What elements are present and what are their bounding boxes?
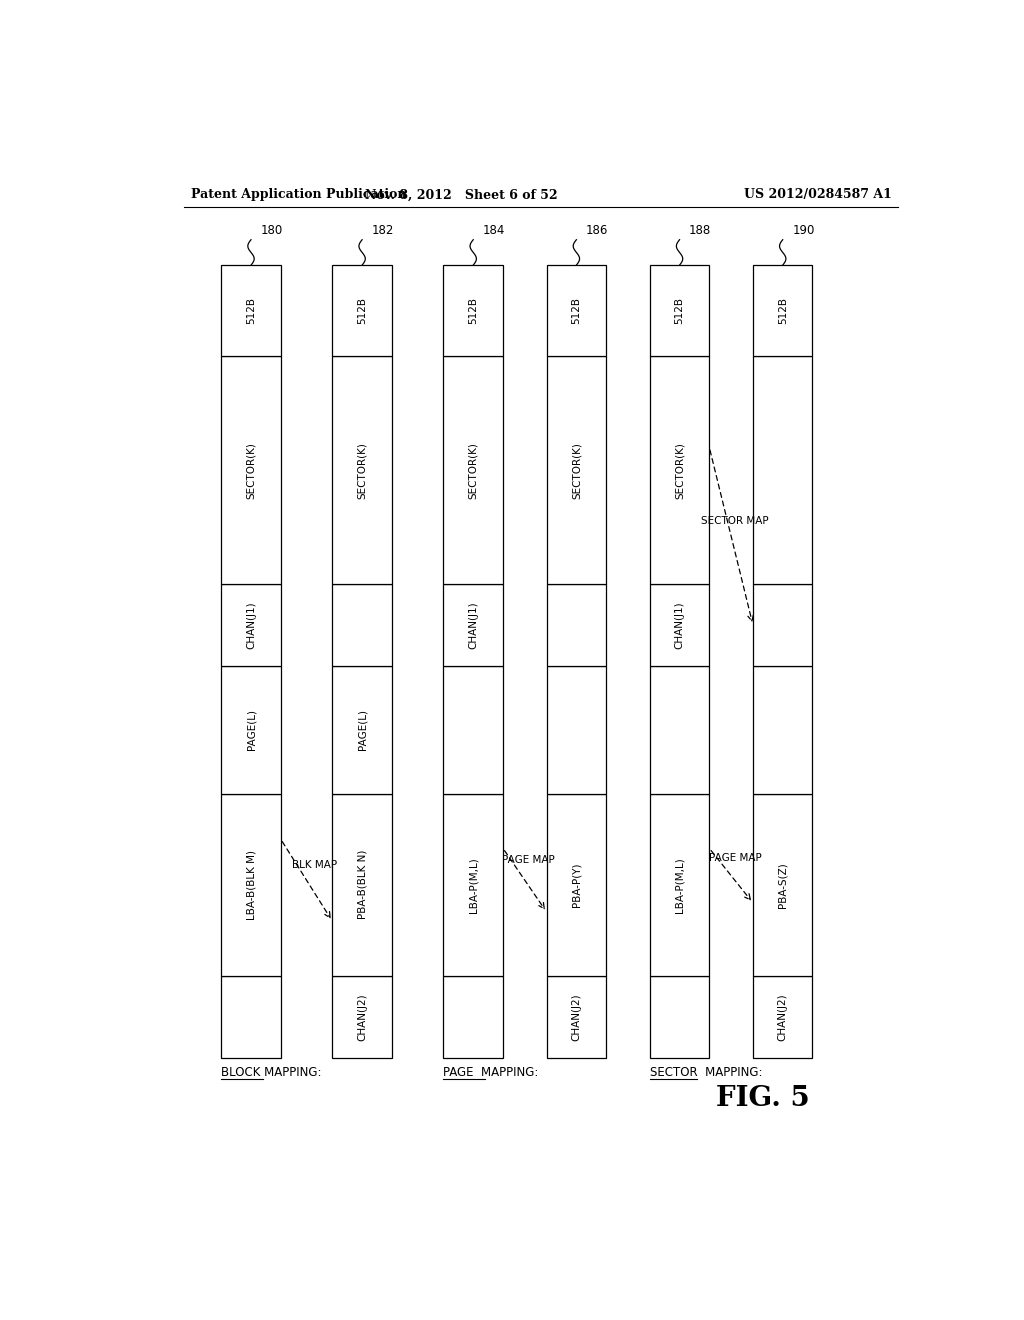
Text: SECTOR(K): SECTOR(K) bbox=[468, 442, 478, 499]
Text: PAGE  MAPPING:: PAGE MAPPING: bbox=[443, 1067, 539, 1078]
Bar bbox=[547, 793, 606, 975]
Bar bbox=[547, 356, 606, 583]
Text: Patent Application Publication: Patent Application Publication bbox=[191, 189, 407, 202]
Bar bbox=[333, 975, 392, 1057]
Text: 512B: 512B bbox=[571, 297, 582, 325]
Text: BLOCK MAPPING:: BLOCK MAPPING: bbox=[221, 1067, 322, 1078]
Text: SECTOR MAP: SECTOR MAP bbox=[701, 516, 769, 527]
Text: 186: 186 bbox=[586, 223, 608, 236]
Text: CHAN(J2): CHAN(J2) bbox=[777, 993, 787, 1040]
Bar bbox=[333, 583, 392, 667]
Text: 182: 182 bbox=[372, 223, 394, 236]
Text: CHAN(J2): CHAN(J2) bbox=[571, 993, 582, 1040]
Bar bbox=[333, 793, 392, 975]
Bar bbox=[753, 356, 812, 583]
Text: 512B: 512B bbox=[468, 297, 478, 325]
Bar bbox=[650, 356, 710, 583]
Text: CHAN(J1): CHAN(J1) bbox=[246, 601, 256, 649]
Text: Nov. 8, 2012   Sheet 6 of 52: Nov. 8, 2012 Sheet 6 of 52 bbox=[365, 189, 558, 202]
Text: 190: 190 bbox=[793, 223, 815, 236]
Text: SECTOR  MAPPING:: SECTOR MAPPING: bbox=[650, 1067, 762, 1078]
Bar bbox=[650, 667, 710, 793]
Text: PBA-B(BLK N): PBA-B(BLK N) bbox=[357, 850, 368, 920]
Text: PAGE(L): PAGE(L) bbox=[246, 709, 256, 750]
Bar bbox=[753, 583, 812, 667]
Bar bbox=[547, 667, 606, 793]
Bar bbox=[650, 583, 710, 667]
Bar bbox=[650, 793, 710, 975]
Text: 512B: 512B bbox=[246, 297, 256, 325]
Bar bbox=[221, 265, 281, 356]
Bar bbox=[221, 975, 281, 1057]
Bar bbox=[753, 975, 812, 1057]
Bar bbox=[443, 356, 503, 583]
Bar bbox=[221, 793, 281, 975]
Text: 188: 188 bbox=[689, 223, 712, 236]
Text: SECTOR(K): SECTOR(K) bbox=[675, 442, 685, 499]
Text: SECTOR(K): SECTOR(K) bbox=[571, 442, 582, 499]
Text: 512B: 512B bbox=[357, 297, 368, 325]
Text: PBA-S(Z): PBA-S(Z) bbox=[777, 862, 787, 908]
Text: LBA-B(BLK M): LBA-B(BLK M) bbox=[246, 850, 256, 920]
Bar bbox=[547, 265, 606, 356]
Text: 184: 184 bbox=[482, 223, 505, 236]
Bar bbox=[650, 265, 710, 356]
Text: PBA-P(Y): PBA-P(Y) bbox=[571, 862, 582, 907]
Text: LBA-P(M,L): LBA-P(M,L) bbox=[468, 857, 478, 912]
Text: PAGE MAP: PAGE MAP bbox=[503, 855, 555, 865]
Bar bbox=[221, 583, 281, 667]
Bar bbox=[443, 265, 503, 356]
Text: CHAN(J2): CHAN(J2) bbox=[357, 993, 368, 1040]
Bar bbox=[333, 265, 392, 356]
Text: 180: 180 bbox=[260, 223, 283, 236]
Bar bbox=[333, 356, 392, 583]
Bar bbox=[753, 265, 812, 356]
Bar bbox=[443, 975, 503, 1057]
Text: BLK MAP: BLK MAP bbox=[292, 861, 337, 870]
Bar bbox=[547, 583, 606, 667]
Text: CHAN(J1): CHAN(J1) bbox=[468, 601, 478, 649]
Text: CHAN(J1): CHAN(J1) bbox=[675, 601, 685, 649]
Bar bbox=[753, 667, 812, 793]
Text: SECTOR(K): SECTOR(K) bbox=[357, 442, 368, 499]
Text: PAGE(L): PAGE(L) bbox=[357, 709, 368, 750]
Bar bbox=[443, 793, 503, 975]
Bar bbox=[221, 356, 281, 583]
Text: 512B: 512B bbox=[675, 297, 685, 325]
Text: PAGE MAP: PAGE MAP bbox=[709, 854, 762, 863]
Bar bbox=[221, 667, 281, 793]
Bar bbox=[547, 975, 606, 1057]
Text: FIG. 5: FIG. 5 bbox=[716, 1085, 810, 1111]
Text: LBA-P(M,L): LBA-P(M,L) bbox=[675, 857, 685, 912]
Bar bbox=[333, 667, 392, 793]
Text: 512B: 512B bbox=[777, 297, 787, 325]
Text: US 2012/0284587 A1: US 2012/0284587 A1 bbox=[744, 189, 892, 202]
Bar bbox=[650, 975, 710, 1057]
Bar bbox=[443, 667, 503, 793]
Bar bbox=[753, 793, 812, 975]
Bar bbox=[443, 583, 503, 667]
Text: SECTOR(K): SECTOR(K) bbox=[246, 442, 256, 499]
